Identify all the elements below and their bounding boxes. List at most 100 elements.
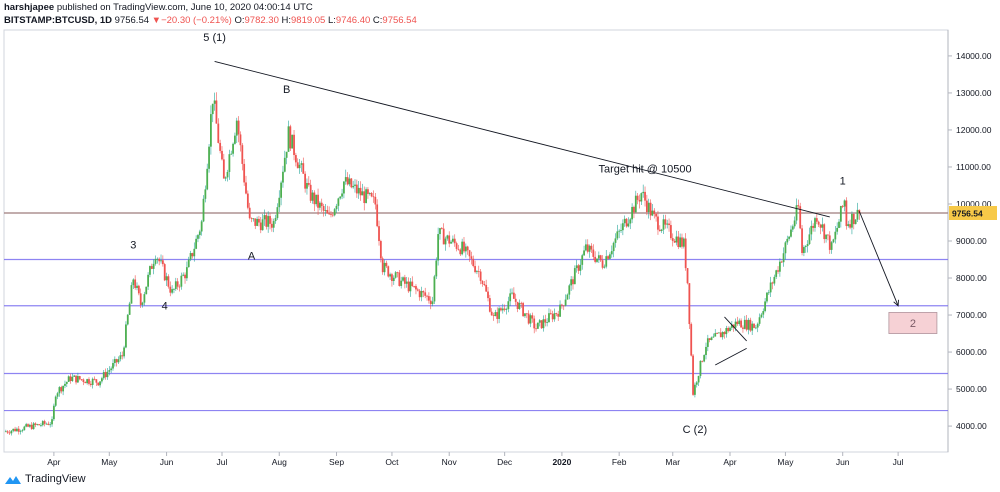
candle-body [232,143,234,154]
candle-body [590,245,593,250]
candle-body [402,277,404,281]
publisher-line: harshjapee published on TradingView.com,… [4,2,313,13]
candle-body [149,266,151,275]
candle-body [753,323,755,328]
candle-body [379,241,382,259]
candle-body [115,359,118,363]
candle-body [433,276,436,302]
target-box [888,312,938,334]
candle-body [483,283,486,285]
candle-body [45,423,48,425]
candle-body [614,238,617,243]
candle-body [679,237,682,248]
candle-body [272,221,275,228]
candle-body [320,202,323,207]
candle-body [838,221,840,228]
candle-body [252,218,255,220]
candle-body [690,324,693,356]
candle-body [160,260,162,262]
candle-body [400,280,403,286]
x-tick-label: 2020 [552,457,571,467]
candle-body [852,213,855,225]
candle-body [442,228,445,245]
candle-body [91,378,94,385]
candle-body [501,308,504,311]
candle-body [718,332,720,334]
candle-body [387,266,390,277]
candle-body [734,321,737,328]
candle-body [184,274,186,279]
candle-body [500,308,502,311]
candle-body [466,246,469,251]
high-value: 9819.05 [291,15,326,26]
candle-body [361,191,364,196]
candle-body [40,425,42,426]
wave-label: 3 [130,239,136,251]
candle-body [16,428,18,432]
candle-body [845,200,848,227]
candle-body [507,301,510,310]
candle-body [396,272,399,274]
candle-body [612,242,615,252]
candle-body [535,328,537,330]
candle-body [110,368,113,371]
candle-body [176,281,179,287]
candle-body [710,337,713,341]
candle-body [446,235,449,239]
x-tick-label: Feb [612,457,627,467]
candle-body [324,210,327,211]
candle-body [8,432,11,434]
candle-body [566,294,569,300]
candle-body [634,195,637,213]
candle-body [137,285,140,294]
candle-body [394,272,397,278]
candle-body [533,318,536,329]
candle-body [287,126,290,152]
candle-body [158,258,161,262]
y-tick-label: 14000.00 [956,51,992,61]
candle-body [269,216,271,224]
candle-body [623,218,626,224]
candle-body [182,274,185,276]
candle-body [682,238,685,247]
wedge-line [715,347,747,366]
tradingview-footer[interactable]: TradingView [4,473,86,485]
candle-body [224,177,227,179]
author-name[interactable]: harshjapee [4,2,55,13]
candle-body [234,135,236,144]
candle-body [793,220,796,227]
candle-body [705,346,707,356]
candle-body [472,258,475,267]
candle-body [293,134,295,156]
last-price-tag [949,205,997,220]
y-tick-label: 8000.00 [956,273,987,283]
candle-body [588,245,591,252]
candle-body [725,328,728,335]
candle-body [219,142,222,151]
candle-body [43,421,46,424]
candle-body [459,249,462,255]
candle-body [664,219,667,225]
candle-body [49,424,52,426]
candle-body [496,312,499,319]
candle-body [17,428,20,432]
projection-line [858,211,899,306]
candle-body [429,300,432,305]
x-tick-label: Jul [217,457,228,467]
candle-body [658,229,661,231]
candle-body [754,327,757,329]
candle-body [27,424,29,427]
candle-body [599,255,602,261]
plot-frame [3,29,949,453]
candle-body [84,382,87,384]
candle-body [841,206,844,207]
candle-body [372,196,375,198]
candle-body [300,163,303,165]
candle-body [551,313,554,320]
target-box-label: 2 [910,318,916,330]
candle-body [136,285,138,288]
candle-body [538,320,541,323]
candle-body [808,234,811,245]
low-value: 9746.40 [335,15,371,26]
